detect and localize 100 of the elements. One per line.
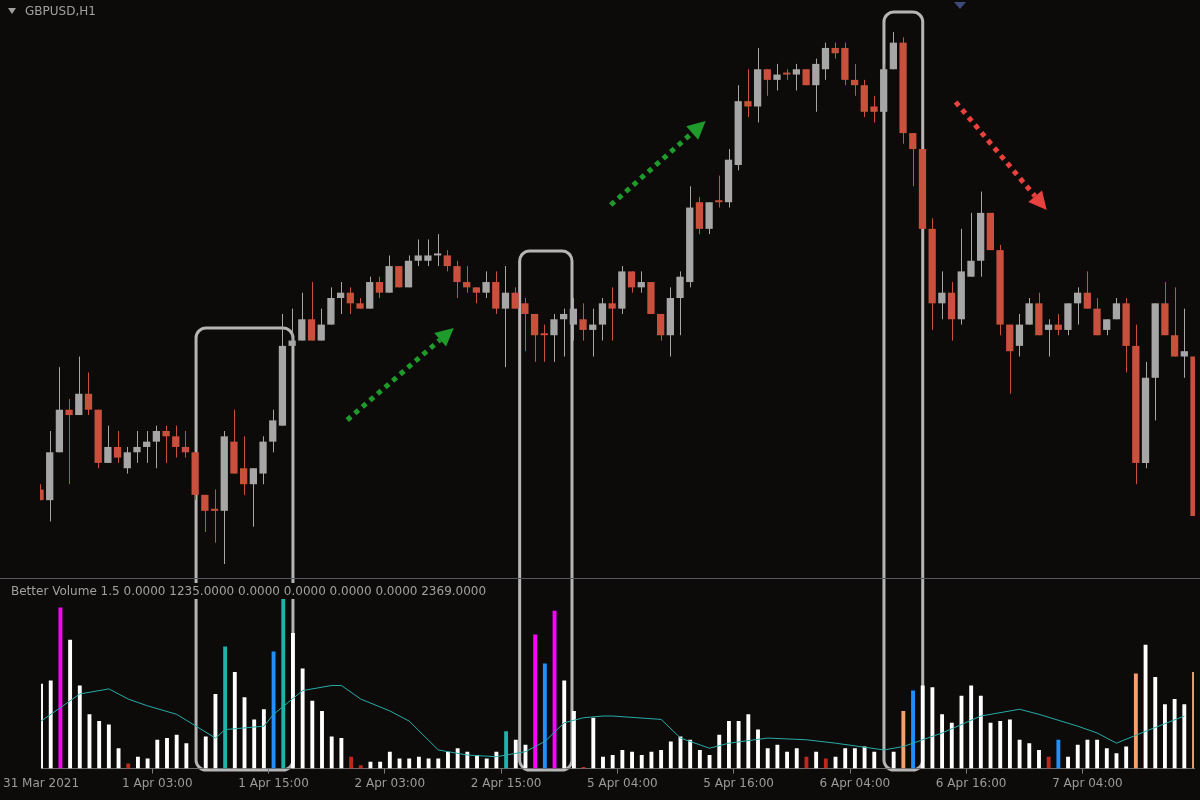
candlestick	[181, 430, 190, 459]
x-tick-label: 1 Apr 15:00	[238, 775, 309, 790]
bar	[446, 751, 450, 769]
candlestick	[463, 265, 471, 294]
bar	[940, 714, 945, 769]
bar	[1163, 704, 1167, 769]
bar	[349, 756, 354, 769]
bar	[920, 685, 925, 769]
candlestick	[870, 95, 878, 123]
bar	[97, 721, 102, 769]
bar	[1046, 756, 1051, 769]
bar	[320, 710, 324, 769]
bar	[862, 746, 867, 769]
bar	[794, 748, 799, 769]
bar	[155, 739, 160, 769]
candlestick	[288, 308, 296, 347]
bar	[475, 755, 479, 769]
x-tick-label: 2 Apr 03:00	[354, 775, 426, 790]
candlestick	[792, 63, 801, 92]
candlestick	[269, 409, 277, 453]
bar	[949, 722, 954, 769]
bar	[252, 719, 257, 769]
bar	[1124, 746, 1129, 769]
candlestick	[1054, 313, 1062, 336]
bar	[261, 709, 266, 769]
candlestick	[453, 260, 461, 299]
candlestick	[909, 132, 917, 187]
candlestick	[1180, 308, 1188, 379]
candlestick	[501, 265, 510, 368]
bar	[1172, 699, 1177, 769]
candlestick	[773, 63, 781, 92]
bar	[736, 721, 741, 769]
candlestick	[850, 63, 859, 97]
bar	[436, 758, 441, 769]
bar	[601, 756, 605, 769]
bar	[494, 751, 499, 769]
bar	[891, 751, 896, 769]
candlestick	[113, 430, 122, 464]
bar	[77, 685, 82, 769]
candlestick	[123, 446, 131, 475]
bar	[930, 687, 935, 769]
bar	[232, 671, 237, 769]
chart-title: Better Volume 1.5 0.0000 1235.0000 0.0000 0.0000 0.0000 0.0000 2369.0000	[8, 583, 490, 599]
bar	[717, 734, 722, 769]
bar	[775, 744, 780, 769]
bar	[203, 736, 208, 769]
bar	[697, 749, 702, 769]
bar	[484, 758, 489, 769]
candlestick	[482, 270, 490, 299]
bar	[765, 748, 770, 769]
bar	[969, 685, 974, 769]
bar	[291, 632, 295, 769]
bar	[106, 724, 111, 769]
bar	[639, 755, 644, 769]
candlestick	[143, 430, 151, 464]
candlestick	[424, 238, 432, 267]
candlestick	[84, 371, 93, 416]
bar	[1037, 749, 1041, 769]
bar	[1066, 756, 1070, 769]
bar	[513, 739, 518, 769]
bar	[785, 751, 790, 769]
bar	[329, 736, 334, 769]
bar	[688, 739, 693, 769]
candlestick	[172, 425, 180, 459]
candlestick	[511, 286, 519, 310]
bar	[310, 700, 315, 769]
candlestick	[1015, 313, 1024, 358]
x-tick-label: 7 Apr 04:00	[1052, 775, 1123, 790]
candlestick	[744, 68, 752, 118]
candlestick	[550, 313, 558, 363]
bar	[978, 695, 983, 769]
candlestick	[579, 302, 587, 342]
bar	[407, 758, 412, 769]
bar	[620, 749, 625, 769]
bar	[852, 748, 857, 769]
bar	[1017, 739, 1022, 769]
candlestick	[152, 425, 161, 469]
x-tick-label: 1 Apr 03:00	[122, 775, 193, 790]
candlestick	[201, 494, 209, 533]
candlestick	[346, 286, 354, 315]
bar	[174, 734, 179, 769]
bar	[1153, 677, 1158, 769]
bar	[426, 758, 431, 769]
bar	[416, 756, 421, 769]
x-tick-label: 31 Mar 2021	[3, 775, 80, 790]
bar	[1104, 748, 1109, 769]
candlestick	[443, 249, 451, 272]
candlestick	[249, 467, 257, 528]
candlestick	[210, 489, 219, 544]
bar	[668, 741, 673, 769]
bar	[901, 710, 906, 769]
candlestick	[414, 238, 422, 267]
candlestick	[162, 425, 170, 464]
candlestick	[598, 297, 607, 342]
bar	[358, 765, 363, 769]
bar	[1085, 739, 1090, 769]
candlestick	[433, 233, 442, 267]
candlestick	[967, 212, 975, 278]
bar	[649, 751, 654, 769]
candlestick	[812, 58, 820, 113]
